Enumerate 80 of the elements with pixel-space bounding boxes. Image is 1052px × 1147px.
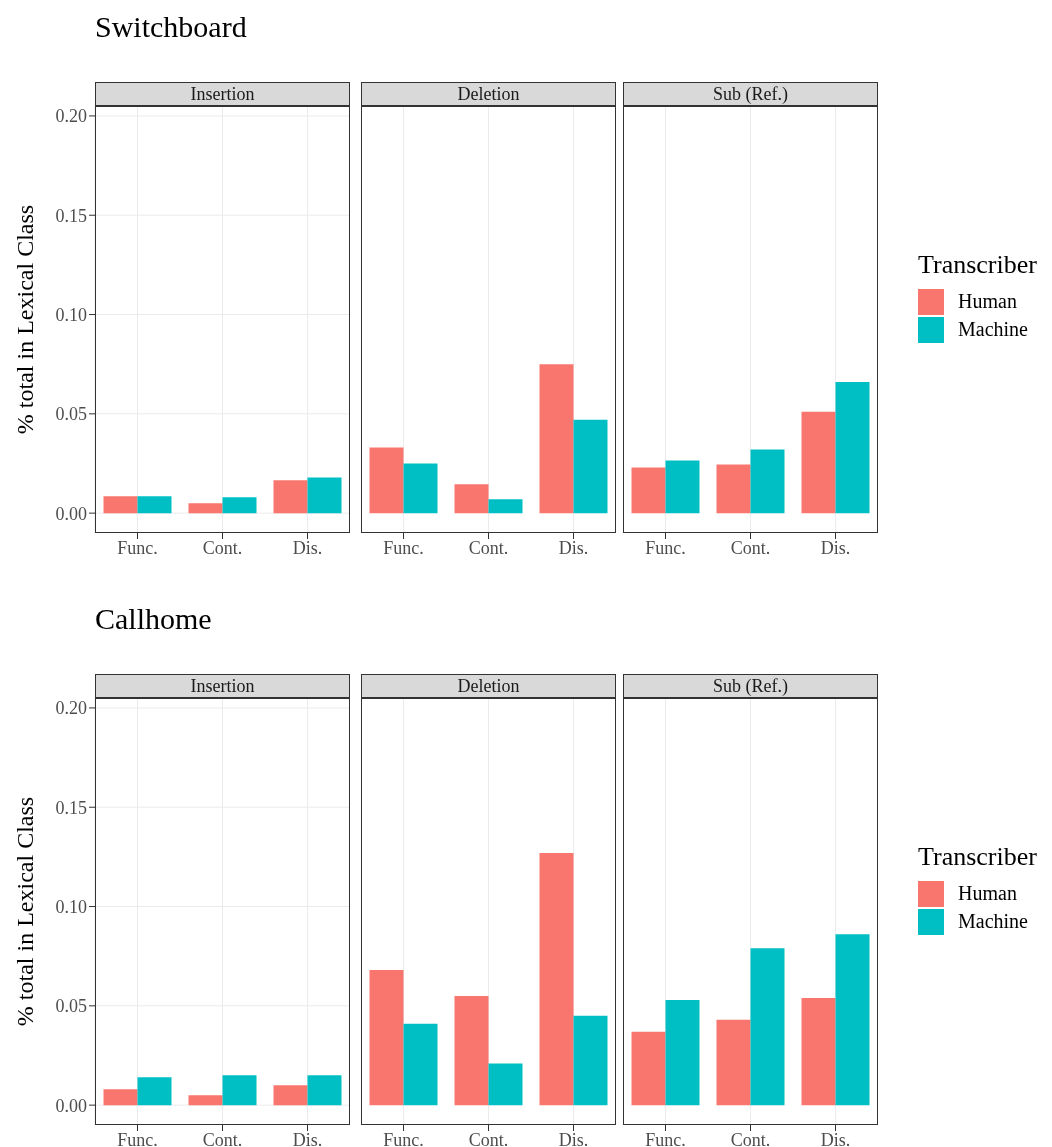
legend-label: Machine — [958, 318, 1028, 341]
x-tick-label: Cont. — [730, 1129, 771, 1147]
bar — [403, 463, 438, 514]
bar — [573, 419, 608, 514]
bar — [631, 1031, 666, 1106]
legend-title: Transcriber — [918, 249, 1037, 280]
bar — [454, 484, 489, 514]
x-tick-label: Dis. — [558, 1129, 589, 1147]
bar — [801, 997, 836, 1106]
legend-label: Human — [958, 882, 1017, 905]
y-axis-title: % total in Lexical Class — [11, 204, 38, 435]
x-tick-label: Cont. — [730, 537, 771, 558]
bar — [750, 948, 785, 1106]
bar — [103, 1089, 138, 1106]
bar — [369, 970, 404, 1106]
y-tick-label: 0.10 — [55, 896, 87, 917]
bar — [539, 852, 574, 1106]
legend-title: Transcriber — [918, 841, 1037, 872]
bar — [188, 503, 223, 514]
y-tick-label: 0.20 — [55, 106, 87, 127]
bar — [103, 496, 138, 514]
x-tick-label: Dis. — [292, 537, 323, 558]
bar — [369, 447, 404, 514]
bar — [188, 1095, 223, 1106]
chart-subtitle: Sub (Ref.) — [623, 674, 878, 698]
chart-title: Callhome — [95, 602, 212, 636]
chart-subtitle: Deletion — [361, 82, 616, 106]
bar — [488, 499, 523, 514]
x-tick-label: Cont. — [202, 537, 243, 558]
x-tick-label: Dis. — [558, 537, 589, 558]
bar — [665, 999, 700, 1106]
legend-label: Human — [958, 290, 1017, 313]
x-tick-label: Func. — [383, 1129, 424, 1147]
bar — [454, 995, 489, 1106]
x-tick-label: Func. — [645, 537, 686, 558]
y-tick-label: 0.20 — [55, 698, 87, 719]
x-tick-label: Func. — [645, 1129, 686, 1147]
bar — [307, 1075, 342, 1106]
bar — [835, 934, 870, 1106]
x-tick-label: Cont. — [468, 1129, 509, 1147]
x-tick-label: Dis. — [820, 1129, 851, 1147]
bar — [539, 364, 574, 514]
y-axis-title: % total in Lexical Class — [11, 796, 38, 1027]
chart-subtitle: Sub (Ref.) — [623, 82, 878, 106]
chart-title: Switchboard — [95, 10, 247, 44]
bar — [403, 1023, 438, 1106]
bar — [716, 1019, 751, 1106]
y-tick-label: 0.10 — [55, 304, 87, 325]
bar — [573, 1015, 608, 1106]
y-tick-label: 0.15 — [55, 797, 87, 818]
bar — [716, 464, 751, 514]
bar — [222, 1075, 257, 1106]
x-tick-label: Func. — [383, 537, 424, 558]
bar — [273, 1085, 308, 1106]
bar — [488, 1063, 523, 1106]
bar — [801, 411, 836, 514]
chart-subtitle: Insertion — [95, 674, 350, 698]
chart-subtitle: Insertion — [95, 82, 350, 106]
x-tick-label: Cont. — [468, 537, 509, 558]
bar — [222, 497, 257, 514]
bar — [137, 496, 172, 514]
y-tick-label: 0.15 — [55, 205, 87, 226]
x-tick-label: Func. — [117, 537, 158, 558]
bar — [631, 467, 666, 514]
y-tick-label: 0.05 — [55, 996, 87, 1017]
x-tick-label: Cont. — [202, 1129, 243, 1147]
x-tick-label: Func. — [117, 1129, 158, 1147]
bar — [835, 382, 870, 514]
y-tick-label: 0.00 — [55, 503, 87, 524]
bar — [665, 460, 700, 514]
bar — [750, 449, 785, 514]
bar — [273, 480, 308, 514]
legend-label: Machine — [958, 910, 1028, 933]
y-tick-label: 0.05 — [55, 404, 87, 425]
x-tick-label: Dis. — [820, 537, 851, 558]
bar — [137, 1077, 172, 1106]
x-tick-label: Dis. — [292, 1129, 323, 1147]
bar — [307, 477, 342, 514]
chart-subtitle: Deletion — [361, 674, 616, 698]
y-tick-label: 0.00 — [55, 1095, 87, 1116]
